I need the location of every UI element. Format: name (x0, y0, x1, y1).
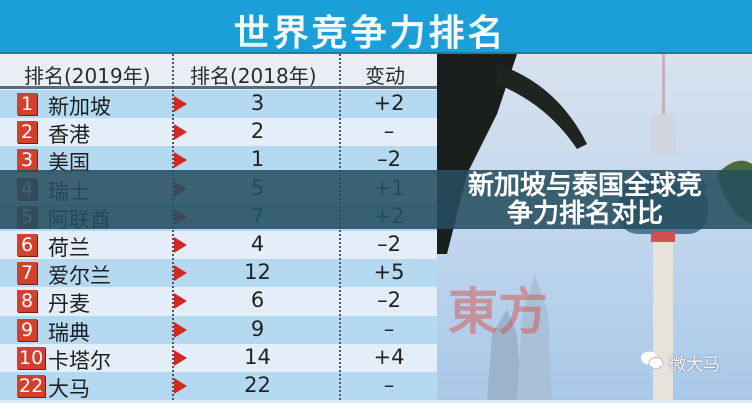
triangle-arrow-icon (174, 96, 187, 112)
rank-2018: 22 (244, 373, 271, 397)
rank-badge: 6 (17, 234, 37, 256)
rank-2018: 4 (250, 232, 265, 256)
rank-badge: 22 (17, 375, 46, 397)
country-name: 丹麦 (48, 292, 90, 317)
triangle-arrow-icon (174, 293, 187, 310)
country-name: 大马 (48, 377, 90, 401)
header-change: 变动 (365, 64, 405, 88)
caption-banner: 新加坡与泰国全球竞争力排名对比 (0, 170, 752, 229)
rank-2018: 2 (250, 119, 265, 144)
triangle-arrow-icon (174, 124, 187, 141)
rank-badge: 9 (17, 318, 37, 341)
rank-badge: 3 (17, 149, 37, 172)
header-rank-2019: 排名(2019年) (24, 64, 151, 88)
rank-change: – (383, 119, 395, 144)
table-row: 3 美国 1 –2 (0, 146, 437, 175)
rank-2018: 3 (250, 91, 265, 115)
rank-change: +5 (373, 260, 405, 285)
table-row: 22 大马 22 – (0, 372, 437, 401)
rank-change: –2 (377, 288, 401, 313)
rank-2018: 6 (250, 288, 265, 313)
rank-2018: 1 (250, 147, 265, 172)
rank-badge: 7 (17, 262, 37, 285)
rank-badge: 10 (17, 346, 46, 369)
country-name: 卡塔尔 (48, 348, 111, 373)
triangle-arrow-icon (174, 321, 187, 338)
country-name: 香港 (48, 123, 90, 148)
banner-text: 新加坡与泰国全球竞争力排名对比 (467, 171, 702, 229)
triangle-arrow-icon (174, 152, 187, 169)
page-title: 世界竞争力排名 (233, 13, 507, 54)
rank-badge: 1 (17, 93, 37, 115)
table-row: 8 丹麦 6 –2 (0, 287, 437, 317)
triangle-arrow-icon (174, 265, 187, 282)
rank-change: +2 (373, 91, 405, 115)
watermark-text: 微大马 (669, 355, 720, 375)
country-name: 瑞典 (48, 320, 90, 345)
table-row: 7 爱尔兰 12 +5 (0, 259, 437, 289)
rank-2018: 12 (244, 260, 271, 285)
country-name: 荷兰 (48, 236, 90, 260)
rank-2018: 14 (244, 344, 271, 369)
rank-change: +4 (373, 344, 405, 369)
table-row: 10 卡塔尔 14 +4 (0, 343, 437, 373)
rank-change: –2 (377, 147, 401, 172)
rank-change: – (383, 373, 395, 397)
rank-change: – (383, 316, 395, 341)
table-row: 6 荷兰 4 –2 (0, 231, 437, 260)
table-row: 1 新加坡 3 +2 (0, 90, 437, 119)
rank-badge: 2 (17, 121, 37, 144)
rank-change: –2 (377, 232, 401, 256)
rank-badge: 8 (17, 290, 37, 313)
triangle-arrow-icon (174, 378, 187, 394)
logo-watermark: 東方 (448, 272, 548, 344)
triangle-arrow-icon (174, 349, 187, 366)
country-name: 新加坡 (48, 95, 111, 119)
table-row: 9 瑞典 9 – (0, 315, 437, 345)
wechat-icon (640, 350, 664, 375)
title-band: 世界竞争力排名 (0, 0, 752, 54)
triangle-arrow-icon (174, 237, 187, 253)
wechat-watermark: 微大马 (640, 350, 720, 375)
logo-watermark-text: 東方 (448, 283, 548, 341)
table-header: 排名(2019年) 排名(2018年) 变动 (0, 56, 437, 89)
rank-2018: 9 (250, 316, 265, 341)
header-rank-2018: 排名(2018年) (190, 64, 317, 88)
table-row: 2 香港 2 – (0, 118, 437, 148)
country-name: 爱尔兰 (48, 264, 111, 289)
